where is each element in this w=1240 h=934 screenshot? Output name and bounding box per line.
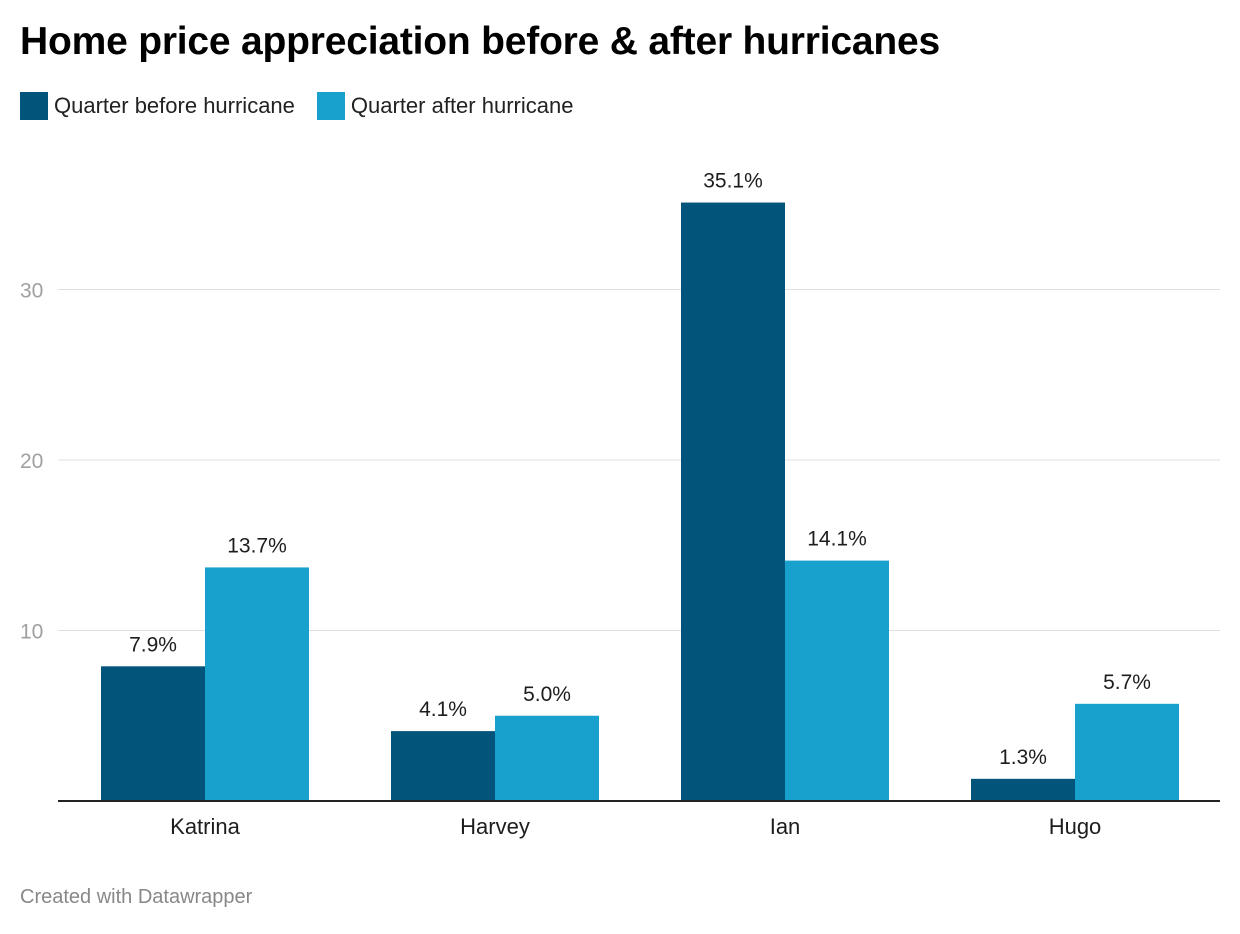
y-tick-label-30: 30: [20, 280, 43, 303]
legend-item-before: Quarter before hurricane: [20, 92, 295, 120]
x-tick-label-hugo: Hugo: [1049, 814, 1102, 839]
legend-item-after: Quarter after hurricane: [316, 92, 574, 120]
legend-label-before: Quarter before hurricane: [54, 93, 295, 118]
value-label-ian-after: 14.1%: [807, 528, 867, 551]
value-label-katrina-after: 13.7%: [227, 534, 287, 557]
bar-chart: 10 20 30 7.9% 13.7% Katrina 4.1% 5.0% Harvey 35.1…: [20, 170, 1220, 839]
legend-label-after: Quarter after hurricane: [350, 93, 574, 118]
bar-ian-after: [785, 560, 889, 801]
y-tick-label-10: 10: [20, 621, 43, 644]
x-tick-label-katrina: Katrina: [170, 814, 240, 839]
x-tick-label-ian: Ian: [770, 814, 801, 839]
bar-katrina-before: [101, 666, 205, 801]
legend-swatch-after: [316, 92, 345, 120]
legend: Quarter before hurricane Quarter after h…: [20, 92, 595, 120]
legend-swatch-before: [20, 92, 48, 120]
value-label-ian-before: 35.1%: [703, 170, 763, 193]
bar-harvey-after: [495, 715, 599, 801]
value-label-katrina-before: 7.9%: [129, 633, 177, 656]
bar-harvey-before: [391, 731, 495, 801]
x-tick-label-harvey: Harvey: [460, 814, 530, 839]
value-label-hugo-after: 5.7%: [1103, 671, 1151, 694]
value-label-harvey-after: 5.0%: [523, 683, 571, 706]
bar-hugo-after: [1075, 703, 1179, 801]
bar-katrina-after: [205, 567, 309, 801]
credit-footer: Created with Datawrapper: [20, 886, 253, 908]
bar-ian-before: [681, 202, 785, 802]
chart-title: Home price appreciation before & after h…: [20, 20, 940, 63]
value-label-harvey-before: 4.1%: [419, 698, 467, 721]
value-label-hugo-before: 1.3%: [999, 746, 1047, 769]
bar-hugo-before: [971, 778, 1075, 801]
y-tick-label-20: 20: [20, 450, 43, 473]
